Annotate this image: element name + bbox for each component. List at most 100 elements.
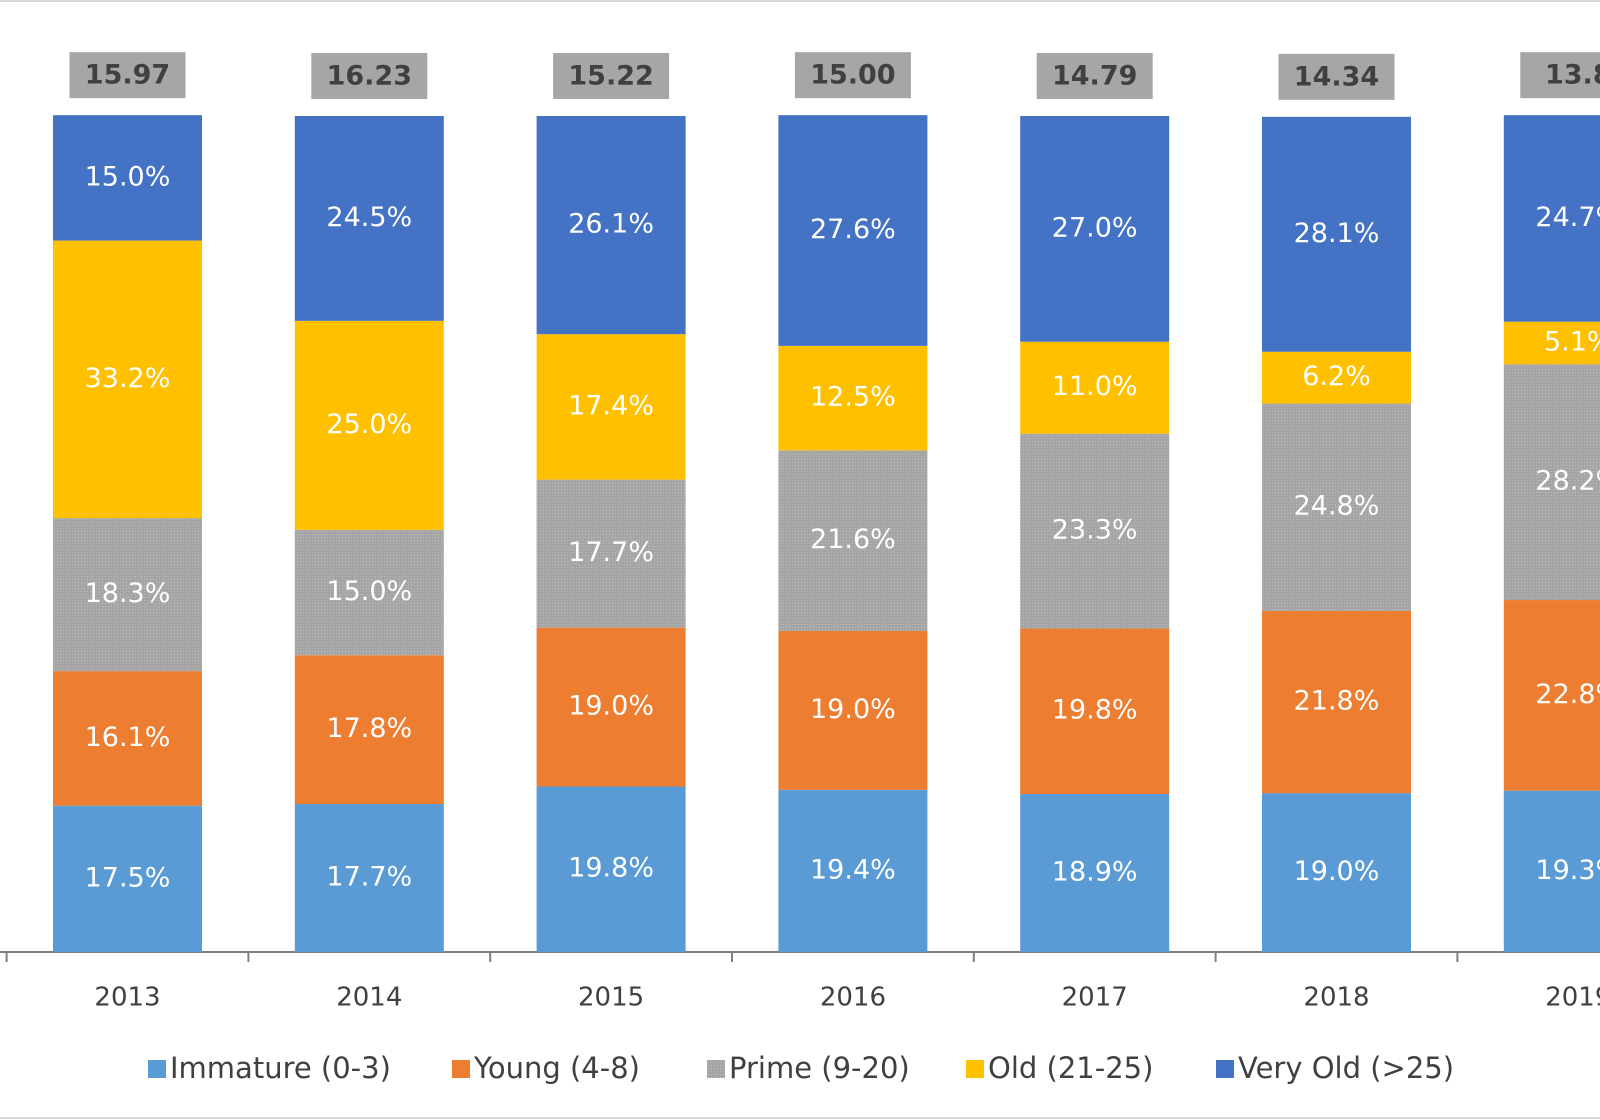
- value-label: 18.3%: [85, 578, 171, 609]
- bar-segment: [536, 116, 686, 335]
- value-label: 15.0%: [326, 576, 412, 607]
- value-label: 19.8%: [568, 853, 654, 884]
- legend-swatch: [966, 1060, 984, 1078]
- value-label: 19.0%: [568, 691, 654, 722]
- value-label: 17.4%: [568, 390, 654, 421]
- legend-label: Very Old (>25): [1238, 1051, 1454, 1085]
- value-label: 21.8%: [1294, 686, 1380, 717]
- value-label: 5.1%: [1544, 326, 1600, 357]
- bar-segment: [1503, 600, 1600, 791]
- legend-label: Immature (0-3): [170, 1051, 391, 1085]
- bar-segment: [1020, 433, 1170, 629]
- bar-segment: [536, 786, 686, 952]
- value-label: 27.0%: [1052, 212, 1138, 243]
- bar-segment: [1020, 341, 1170, 434]
- total-label: 13.8: [1545, 60, 1600, 91]
- value-label: 25.0%: [326, 409, 412, 440]
- value-label: 21.6%: [810, 524, 896, 555]
- bar-segment: [1020, 628, 1170, 794]
- bar-segment: [778, 789, 928, 952]
- value-label: 17.5%: [85, 862, 171, 893]
- total-label: 15.00: [810, 60, 895, 91]
- bar-segment: [778, 450, 928, 631]
- legend-label: Young (4-8): [473, 1051, 640, 1085]
- total-box: [794, 52, 911, 99]
- legend-label: Prime (9-20): [729, 1051, 910, 1085]
- bar-segment: [1020, 793, 1170, 952]
- value-label: 19.3%: [1535, 855, 1600, 886]
- value-label: 16.1%: [85, 722, 171, 753]
- bar-segment: [1262, 116, 1411, 352]
- value-label: 19.0%: [810, 694, 896, 725]
- value-label: 6.2%: [1302, 361, 1371, 392]
- legend-label: Old (21-25): [988, 1051, 1153, 1085]
- value-label: 15.0%: [85, 161, 171, 192]
- value-label: 26.1%: [568, 209, 654, 240]
- total-box: [1036, 53, 1153, 99]
- value-label: 33.2%: [85, 363, 171, 394]
- value-label: 12.5%: [810, 382, 896, 413]
- value-label: 24.8%: [1294, 491, 1380, 522]
- value-label: 17.7%: [326, 862, 412, 893]
- total-box: [69, 52, 186, 99]
- value-label: 17.8%: [326, 713, 412, 744]
- value-label: 18.9%: [1052, 856, 1138, 887]
- total-box: [553, 53, 670, 99]
- bar-segment: [1262, 610, 1411, 794]
- total-label: 14.34: [1294, 61, 1379, 92]
- bar-segment: [536, 334, 686, 480]
- total-label: 15.97: [85, 60, 170, 91]
- bar-segment: [536, 627, 686, 787]
- bar-segment: [294, 804, 444, 952]
- x-tick-label: 2018: [1303, 983, 1369, 1013]
- bar-segment: [53, 115, 202, 241]
- bar-segment: [1262, 403, 1411, 611]
- bar-segment: [1262, 793, 1411, 952]
- x-tick-label: 2014: [336, 983, 402, 1013]
- x-tick-label: 2016: [820, 983, 886, 1013]
- bar-segment: [536, 479, 686, 628]
- total-box: [1278, 53, 1395, 100]
- total-label: 14.79: [1052, 61, 1137, 92]
- value-label: 24.5%: [326, 202, 412, 233]
- total-box: [311, 53, 428, 99]
- value-label: 11.0%: [1052, 371, 1138, 402]
- value-label: 28.1%: [1294, 218, 1380, 249]
- value-label: 27.6%: [810, 214, 896, 245]
- bar-segment: [1503, 364, 1600, 601]
- x-tick-label: 2019: [1545, 983, 1600, 1013]
- legend-swatch: [148, 1060, 166, 1078]
- value-label: 19.8%: [1052, 695, 1138, 726]
- bar-segment: [294, 655, 444, 805]
- bar-segment: [778, 345, 928, 451]
- value-label: 19.4%: [810, 854, 896, 885]
- bar-segment: [53, 805, 202, 952]
- total-box: [1520, 52, 1600, 99]
- bar-segment: [53, 671, 202, 806]
- x-tick-label: 2017: [1062, 983, 1128, 1013]
- value-label: 23.3%: [1052, 515, 1138, 546]
- value-label: 17.7%: [568, 537, 654, 568]
- legend-swatch: [1216, 1060, 1234, 1078]
- legend-swatch: [707, 1060, 725, 1078]
- total-label: 16.23: [327, 61, 412, 92]
- x-tick-label: 2013: [94, 983, 160, 1013]
- bar-segment: [294, 116, 444, 321]
- total-label: 15.22: [568, 61, 653, 92]
- value-label: 19.0%: [1294, 856, 1380, 887]
- bar-segment: [1503, 115, 1600, 322]
- bar-segment: [1262, 351, 1411, 404]
- bar-segment: [778, 630, 928, 790]
- bar-segment: [1020, 116, 1170, 342]
- bar-segment: [294, 320, 444, 530]
- bar-segment: [294, 529, 444, 656]
- x-tick-label: 2015: [578, 983, 644, 1013]
- value-label: 28.2%: [1535, 466, 1600, 497]
- bar-segment: [1503, 321, 1600, 365]
- bar-segment: [778, 115, 928, 346]
- value-label: 22.8%: [1535, 679, 1600, 710]
- bar-segment: [53, 518, 202, 672]
- bar-segment: [1503, 790, 1600, 952]
- bar-segment: [53, 240, 202, 519]
